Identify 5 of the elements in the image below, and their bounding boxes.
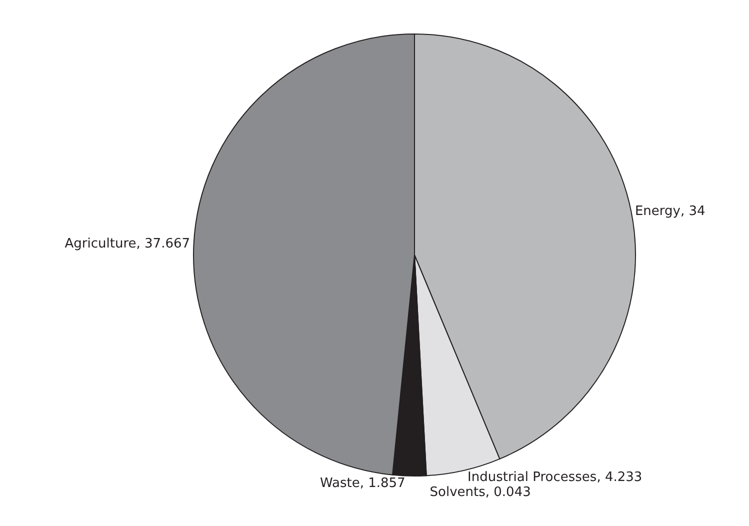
- slice-label: Energy, 34: [634, 204, 706, 219]
- slice-label: Industrial Processes, 4.233: [468, 470, 642, 486]
- slice-label: Agriculture, 37.667: [64, 236, 190, 252]
- slice-label: Solvents, 0.043: [430, 485, 531, 500]
- slice-label: Waste, 1.857: [320, 476, 406, 491]
